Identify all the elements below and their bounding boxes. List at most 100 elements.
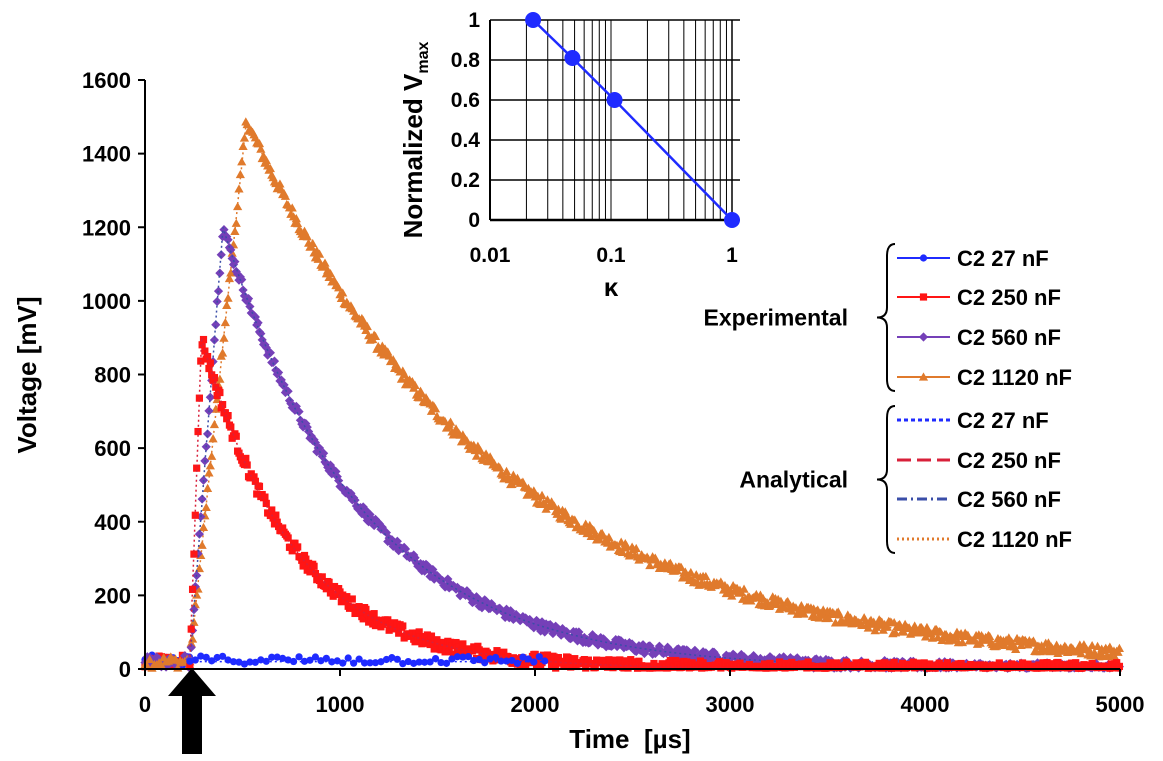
- data-point: [352, 609, 360, 617]
- data-point: [273, 518, 281, 526]
- data-point: [306, 568, 314, 576]
- data-point: [300, 551, 309, 560]
- data-point: [492, 653, 500, 662]
- main-plot-data: [140, 117, 1125, 673]
- inset-data-point: [564, 50, 581, 66]
- data-point: [541, 657, 549, 665]
- inset-y-axis-label: Normalized Vmax: [398, 42, 432, 239]
- legend-group-label: Experimental: [704, 305, 848, 331]
- data-point: [421, 658, 429, 666]
- data-point: [186, 662, 194, 671]
- data-point: [720, 654, 730, 664]
- data-point: [205, 364, 213, 373]
- data-point: [918, 372, 929, 381]
- data-point: [591, 663, 599, 672]
- data-point: [600, 635, 610, 645]
- legend-group-label: Analytical: [739, 467, 848, 493]
- data-point: [1039, 659, 1047, 667]
- data-point: [334, 283, 344, 292]
- data-point: [195, 394, 204, 402]
- data-point: [550, 653, 558, 661]
- data-point: [531, 650, 539, 658]
- data-point: [261, 155, 271, 165]
- data-point: [341, 596, 350, 604]
- data-point: [145, 654, 155, 664]
- series-3-points: [185, 117, 1125, 666]
- data-point: [310, 562, 318, 570]
- data-point: [549, 501, 559, 510]
- data-point: [440, 638, 448, 647]
- data-point: [670, 663, 679, 671]
- data-point: [426, 406, 437, 415]
- data-point: [387, 535, 397, 545]
- data-point: [323, 462, 333, 472]
- data-point: [631, 543, 641, 553]
- main-y-tick-label: 1000: [82, 289, 131, 314]
- data-point: [366, 659, 374, 667]
- data-point: [253, 318, 263, 328]
- data-point: [279, 654, 287, 662]
- data-point: [333, 657, 341, 665]
- data-point: [370, 514, 381, 524]
- data-point: [250, 133, 260, 142]
- data-point: [255, 482, 264, 491]
- data-point: [350, 604, 358, 612]
- data-point: [830, 618, 841, 627]
- data-point: [206, 359, 214, 367]
- data-point: [431, 654, 440, 663]
- data-point: [399, 622, 407, 630]
- data-point: [804, 658, 812, 666]
- inset-y-tick-label: 0.2: [451, 169, 480, 192]
- data-point: [279, 524, 287, 532]
- data-point: [521, 613, 531, 623]
- main-y-tick-label: 200: [94, 583, 131, 608]
- data-point: [325, 268, 336, 278]
- main-x-axis-label: Time [µs]: [569, 724, 690, 754]
- data-point: [364, 517, 374, 527]
- series-0-points: [186, 652, 549, 668]
- data-point: [330, 582, 339, 591]
- data-point: [291, 539, 299, 547]
- data-point: [890, 628, 901, 637]
- data-point: [898, 659, 906, 667]
- data-point: [909, 658, 917, 666]
- data-point: [338, 288, 348, 297]
- data-point: [235, 449, 243, 457]
- data-point: [339, 659, 347, 667]
- data-point: [384, 616, 392, 624]
- data-point: [238, 141, 248, 150]
- data-point: [882, 622, 892, 631]
- data-point: [571, 655, 579, 663]
- data-point: [739, 584, 749, 593]
- inset-y-tick-label: 0.4: [451, 129, 481, 152]
- data-point: [918, 332, 929, 342]
- data-point: [645, 560, 655, 570]
- data-point: [193, 464, 201, 472]
- main-y-tick-label: 600: [94, 436, 131, 461]
- inset-y-tick-label: 0.8: [451, 49, 481, 72]
- legend-entry-label: C2 1120 nF: [957, 365, 1072, 390]
- data-point: [495, 463, 505, 472]
- data-point: [224, 412, 232, 420]
- data-point: [620, 638, 630, 648]
- data-point: [650, 553, 660, 562]
- main-y-axis-label: Voltage [mV]: [12, 297, 42, 454]
- data-point: [452, 638, 460, 647]
- data-point: [201, 347, 209, 355]
- inset-y-axis-label-main: Normalized V: [398, 73, 428, 238]
- data-point: [524, 655, 532, 663]
- data-point: [683, 658, 691, 666]
- data-point: [1052, 640, 1062, 649]
- data-point: [302, 555, 310, 563]
- legend-brace: [876, 243, 896, 392]
- data-point: [535, 653, 543, 661]
- data-point: [501, 604, 512, 614]
- data-point: [156, 660, 166, 669]
- data-point: [302, 232, 312, 241]
- inset-chart: 0 0.2 0.4 0.6 0.8 1 0.01 0.1 1 κ Normalized Vmax: [398, 9, 740, 302]
- data-point: [422, 560, 432, 571]
- data-point: [617, 547, 628, 556]
- data-point: [331, 466, 341, 477]
- data-point: [434, 639, 442, 647]
- data-point: [170, 654, 181, 663]
